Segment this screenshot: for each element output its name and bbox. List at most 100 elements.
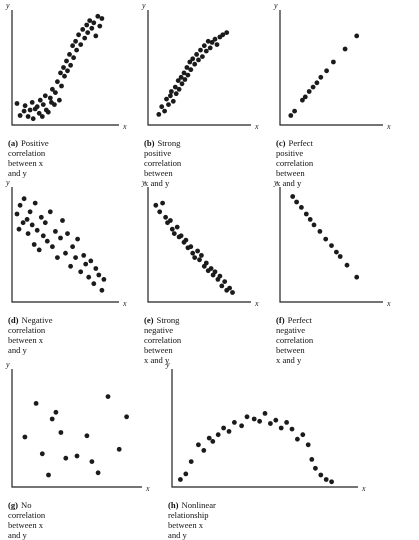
data-point (58, 235, 63, 241)
axes-e (147, 187, 251, 303)
data-point (209, 40, 215, 45)
y-axis-label: y (165, 360, 170, 369)
data-point (60, 218, 65, 223)
data-point (36, 247, 42, 253)
data-point (101, 277, 107, 282)
data-point (75, 236, 80, 242)
data-point (170, 98, 176, 104)
data-point (82, 35, 88, 41)
caption-text: x and y (144, 178, 170, 188)
data-point (201, 448, 207, 453)
data-point (354, 274, 360, 280)
data-point (232, 420, 237, 425)
data-point (174, 224, 180, 230)
x-axis-label: x (145, 484, 150, 493)
data-point (116, 446, 122, 452)
data-point (239, 423, 245, 429)
caption-d: (d) Negative correlation between x and y (8, 315, 53, 355)
data-point (65, 231, 70, 237)
data-point (295, 436, 300, 442)
data-point (95, 470, 101, 476)
data-point (210, 439, 216, 444)
caption-line: correlation between (144, 158, 181, 178)
data-point (32, 200, 38, 206)
y-axis-label: y (273, 1, 278, 10)
axes-h (171, 369, 358, 488)
caption-c: (c) Perfect positive correlation between x … (276, 138, 313, 188)
data-point (220, 32, 226, 38)
data-point (226, 429, 232, 434)
data-point (17, 202, 23, 208)
data-point (195, 248, 201, 254)
caption-letter: (b) (144, 138, 155, 148)
caption-line: (f) Perfect negative (276, 315, 313, 335)
caption-text: Strong positive (144, 138, 181, 158)
data-point (288, 113, 294, 118)
data-point (178, 74, 184, 80)
data-point (306, 89, 312, 94)
axes-g (11, 369, 142, 488)
y-axis-label: y (141, 1, 146, 10)
data-point (42, 220, 48, 226)
data-point (294, 199, 299, 205)
data-point (96, 272, 102, 278)
data-point (337, 254, 343, 259)
data-point (196, 57, 201, 63)
data-point (83, 261, 89, 267)
x-axis-label: x (386, 299, 391, 308)
axes-c (279, 10, 383, 126)
data-point (207, 45, 213, 51)
data-point (251, 416, 257, 422)
caption-text: between x and y (8, 335, 44, 355)
data-point (99, 16, 105, 21)
data-point (164, 96, 169, 102)
data-point (183, 237, 189, 243)
data-point (38, 214, 44, 220)
data-point (73, 38, 78, 44)
data-point (273, 417, 279, 423)
data-point (190, 250, 196, 256)
data-point (206, 435, 212, 441)
data-point (194, 52, 200, 57)
data-point (169, 89, 174, 94)
caption-letter: (a) (8, 138, 19, 148)
x-axis-label: x (254, 122, 259, 131)
data-point (299, 205, 304, 210)
data-point (25, 231, 31, 237)
caption-line: x and y (276, 355, 313, 365)
data-point (203, 260, 209, 266)
data-point (311, 222, 317, 228)
data-point (71, 55, 76, 61)
data-point (199, 253, 204, 258)
data-point (318, 472, 324, 478)
data-point (39, 451, 45, 457)
data-point (215, 432, 221, 438)
data-point (27, 107, 33, 113)
caption-a: (a) Positive correlation between x and y (8, 138, 49, 178)
caption-line: (e) Strong negative (144, 315, 181, 335)
data-point (176, 86, 182, 92)
data-point (95, 13, 101, 19)
data-point (169, 226, 175, 232)
data-point (192, 255, 198, 260)
caption-text: Perfect positive (276, 138, 313, 158)
data-point (157, 209, 163, 215)
data-point (14, 101, 20, 106)
data-point (21, 196, 27, 202)
data-point (24, 217, 30, 222)
data-point (317, 229, 323, 234)
data-point (105, 394, 111, 399)
caption-text: Strong negative (144, 315, 180, 335)
data-point (65, 68, 70, 74)
data-point (29, 100, 35, 105)
data-point (52, 102, 57, 107)
data-point (227, 285, 233, 291)
data-point (47, 95, 53, 101)
data-point (50, 86, 55, 92)
data-point (262, 411, 268, 416)
caption-line: correlation between (276, 335, 313, 355)
